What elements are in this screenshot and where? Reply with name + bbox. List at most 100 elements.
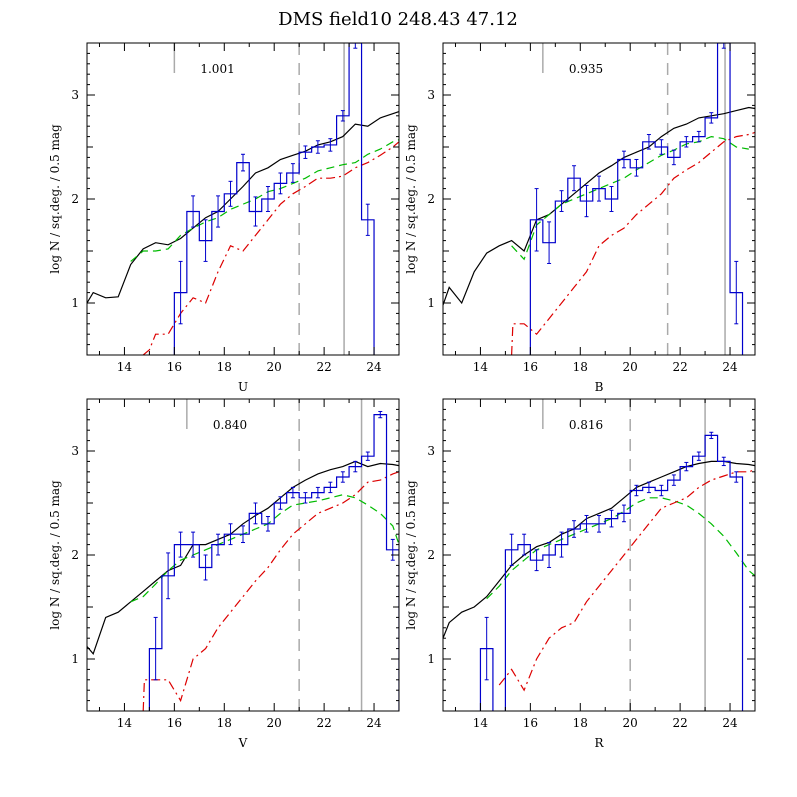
model-curve-solid [87, 460, 399, 655]
y-tick-label: 3 [427, 88, 435, 102]
histogram-bin [241, 525, 245, 544]
panel-annotation: 1.001 [200, 62, 234, 76]
histogram-bin [709, 112, 714, 124]
histogram-bin [621, 504, 626, 523]
histogram-bin [290, 486, 295, 499]
x-tick-label: 14 [473, 360, 489, 374]
histogram-bin [721, 456, 726, 467]
histogram-bin [597, 175, 601, 202]
x-tick-label: 18 [217, 716, 232, 730]
histogram-bin [365, 203, 370, 236]
plot-area [443, 399, 755, 711]
histogram-bin [734, 260, 739, 325]
histogram-bin [597, 514, 601, 533]
histogram-bin [303, 492, 308, 504]
x-tick-label: 20 [623, 716, 638, 730]
model-curve-dashdot [498, 469, 755, 692]
histogram-bin [253, 502, 258, 525]
y-tick-label: 2 [427, 192, 435, 206]
x-tick-label: 16 [523, 716, 538, 730]
x-axis-label: B [595, 380, 604, 394]
y-axis-label: log N / sq.deg. / 0.5 mag [48, 124, 62, 274]
model-curve-dashdot [142, 471, 399, 711]
histogram-bin [684, 461, 689, 472]
x-tick-label: 14 [117, 360, 133, 374]
histogram-bin [340, 110, 345, 122]
y-tick-label: 2 [427, 548, 435, 562]
histogram-bin [609, 186, 614, 212]
histogram-bin [203, 219, 208, 262]
histogram-bin [203, 554, 208, 581]
y-tick-label: 1 [71, 652, 79, 666]
panel-annotation: 0.816 [569, 418, 603, 432]
x-tick-label: 22 [316, 716, 331, 730]
histogram-bin [166, 552, 171, 600]
histogram-bin [278, 496, 283, 510]
histogram-bin [303, 145, 308, 159]
panel-annotation: 0.935 [569, 62, 603, 76]
histogram-bin [547, 542, 552, 568]
histogram-bin [659, 139, 664, 155]
histogram-bin [228, 523, 233, 546]
histogram-bin [584, 514, 589, 533]
histogram-bin [241, 153, 245, 172]
histogram-bin [572, 520, 577, 538]
histogram-bin [191, 531, 196, 558]
x-tick-label: 16 [523, 360, 538, 374]
x-axis-label: R [594, 736, 604, 750]
histogram-bin [153, 616, 158, 681]
y-tick-label: 1 [71, 296, 79, 310]
histogram-bin [634, 158, 639, 177]
plot-area [443, 43, 755, 355]
plot-area [87, 43, 399, 355]
histogram-bin [253, 196, 258, 227]
figure-title: DMS field10 248.43 47.12 [278, 9, 518, 30]
histogram-bin [328, 138, 333, 152]
histogram-bin [353, 460, 358, 473]
y-tick-label: 3 [71, 88, 79, 102]
histogram-bin [353, 43, 358, 49]
histogram-bin [734, 471, 739, 483]
histogram-bin [709, 431, 714, 440]
x-tick-label: 16 [167, 716, 182, 730]
histogram-bin [559, 531, 564, 558]
x-tick-label: 20 [267, 716, 282, 730]
y-tick-label: 3 [71, 444, 79, 458]
histogram-bin [178, 531, 183, 558]
histogram-bin [522, 533, 527, 556]
x-tick-label: 18 [573, 360, 588, 374]
histogram-bin [584, 184, 589, 218]
plot-area [87, 399, 399, 711]
histogram-bin [534, 549, 539, 572]
histogram-bin [378, 410, 383, 419]
histogram-bin [216, 195, 221, 228]
histogram-bin [390, 538, 395, 561]
histogram-bin [328, 481, 333, 494]
histogram-bin [290, 163, 295, 183]
x-tick-label: 22 [672, 716, 687, 730]
histogram-bin [646, 481, 651, 494]
histogram-bin [609, 509, 614, 528]
histogram-bin [721, 43, 726, 49]
histogram-bin [315, 140, 320, 154]
histogram-bin [278, 172, 283, 195]
y-tick-label: 1 [427, 652, 435, 666]
x-tick-label: 24 [366, 360, 382, 374]
x-tick-label: 18 [217, 360, 232, 374]
histogram-bin [572, 165, 577, 192]
histogram-bin [671, 149, 676, 166]
histogram-bin [534, 188, 539, 252]
x-tick-label: 14 [117, 716, 133, 730]
y-tick-label: 3 [427, 444, 435, 458]
histogram-bin [365, 451, 370, 461]
histogram-bin [559, 190, 564, 212]
x-tick-label: 14 [473, 716, 489, 730]
y-axis-label: log N / sq.deg. / 0.5 mag [404, 124, 418, 274]
histogram-bin [621, 150, 626, 169]
histogram-bin [509, 533, 514, 566]
histogram-bin [659, 484, 664, 497]
